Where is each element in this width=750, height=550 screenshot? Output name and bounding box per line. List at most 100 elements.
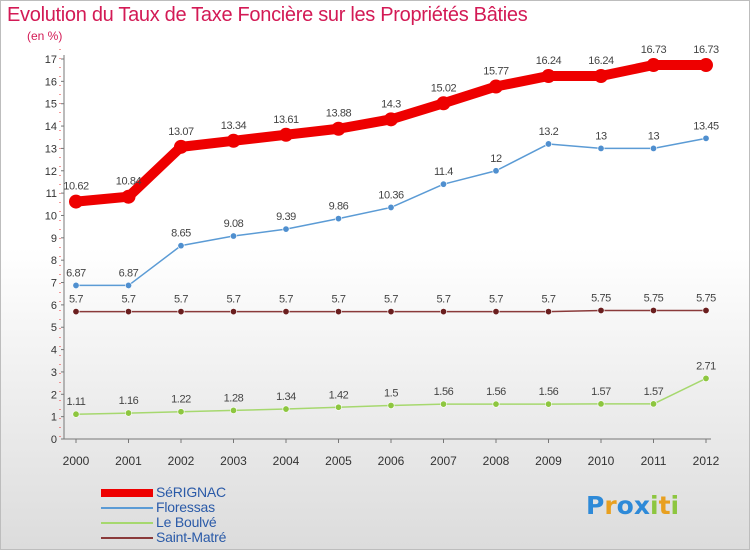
logo-letter: P: [586, 491, 605, 520]
x-tick-label: 2000: [63, 454, 90, 468]
data-point: [646, 58, 661, 73]
x-tick-label: 2001: [115, 454, 142, 468]
data-point: [702, 134, 710, 142]
data-label: 13.2: [539, 126, 559, 138]
x-tick-label: 2003: [220, 454, 247, 468]
data-label: 16.73: [693, 44, 719, 56]
data-label: 13: [595, 130, 607, 142]
data-point: [544, 308, 552, 316]
data-label: 1.16: [119, 395, 139, 407]
data-point: [334, 215, 342, 223]
logo-letter: o: [616, 491, 634, 520]
data-point: [174, 139, 188, 154]
y-tick-label: 7: [51, 278, 57, 290]
data-label: 1.56: [486, 386, 506, 398]
data-label: 1.42: [329, 389, 349, 401]
data-point: [702, 306, 710, 314]
y-tick-label: 16: [45, 76, 57, 88]
y-tick-label: 11: [46, 188, 57, 200]
data-label: 5.7: [226, 294, 240, 306]
data-label: 13.07: [168, 126, 194, 138]
data-point: [279, 127, 293, 142]
legend-label: Le Boulvé: [156, 514, 217, 530]
data-point: [177, 308, 185, 316]
data-label: 6.87: [66, 267, 86, 279]
data-label: 1.56: [434, 386, 454, 398]
data-label: 9.39: [276, 211, 296, 223]
data-point: [72, 281, 80, 289]
data-point: [69, 194, 83, 209]
data-point: [282, 308, 290, 316]
data-point: [125, 281, 133, 289]
data-point: [649, 306, 657, 314]
data-label: 6.87: [119, 267, 139, 279]
data-point: [387, 203, 395, 211]
data-label: 1.56: [539, 386, 559, 398]
y-tick-label: 15: [45, 99, 57, 111]
data-label: 5.75: [696, 292, 716, 304]
x-tick-label: 2004: [273, 454, 300, 468]
logo-letter: t: [658, 491, 671, 520]
data-point: [439, 400, 447, 408]
data-point: [334, 308, 342, 316]
data-label: 8.65: [171, 228, 191, 240]
data-label: 11.4: [434, 166, 453, 178]
x-tick-label: 2006: [378, 454, 405, 468]
data-label: 16.24: [536, 55, 562, 67]
legend-swatch: [101, 507, 153, 509]
data-label: 5.7: [331, 294, 345, 306]
x-tick-label: 2008: [483, 454, 510, 468]
logo-letter: i: [670, 491, 680, 520]
data-label: 5.75: [644, 292, 664, 304]
y-tick-label: 12: [45, 166, 57, 178]
data-point: [72, 410, 80, 418]
data-point: [489, 79, 503, 94]
data-point: [544, 400, 552, 408]
data-label: 2.71: [696, 360, 716, 372]
data-label: 5.7: [384, 294, 398, 306]
data-point: [699, 58, 713, 73]
x-tick-label: 2005: [325, 454, 352, 468]
data-label: 5.75: [591, 292, 611, 304]
data-point: [436, 96, 451, 111]
data-label: 1.57: [591, 386, 611, 398]
data-label: 5.7: [174, 294, 188, 306]
data-label: 10.84: [116, 176, 142, 188]
y-tick-label: 3: [51, 367, 57, 379]
x-tick-label: 2012: [693, 454, 720, 468]
data-point: [282, 225, 290, 233]
data-point: [492, 400, 500, 408]
legend-label: SéRIGNAC: [156, 484, 226, 500]
data-point: [594, 68, 608, 83]
data-point: [492, 308, 500, 316]
data-point: [384, 112, 398, 127]
x-tick-label: 2011: [641, 454, 667, 468]
data-label: 5.7: [69, 294, 83, 306]
data-label: 1.22: [171, 394, 191, 406]
data-label: 1.34: [276, 391, 296, 403]
data-label: 5.7: [489, 294, 503, 306]
data-label: 9.08: [224, 218, 244, 230]
data-point: [544, 140, 552, 148]
y-tick-label: 10: [45, 210, 57, 222]
y-tick-label: 5: [51, 322, 57, 334]
y-tick-label: 1: [51, 412, 57, 424]
data-point: [230, 308, 238, 316]
data-point: [439, 308, 447, 316]
data-point: [649, 144, 657, 152]
x-tick-label: 2009: [535, 454, 562, 468]
data-label: 16.24: [588, 55, 614, 67]
x-tick-label: 2007: [430, 454, 457, 468]
data-point: [597, 144, 605, 152]
unit-label: (en %): [27, 29, 63, 43]
data-point: [492, 167, 500, 175]
legend-swatch: [101, 489, 153, 497]
data-point: [230, 406, 238, 414]
data-point: [177, 408, 185, 416]
logo-letter: r: [604, 491, 617, 520]
data-label: 15.77: [483, 65, 509, 77]
data-label: 12: [490, 153, 502, 165]
proxiti-logo: Proxiti: [586, 491, 679, 520]
y-tick-label: 2: [51, 389, 57, 401]
